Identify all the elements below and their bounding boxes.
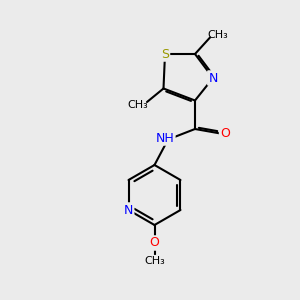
- Text: NH: NH: [156, 131, 174, 145]
- Text: CH₃: CH₃: [207, 29, 228, 40]
- Text: N: N: [208, 71, 218, 85]
- Text: O: O: [220, 127, 230, 140]
- Text: S: S: [161, 47, 169, 61]
- Text: CH₃: CH₃: [144, 256, 165, 266]
- Text: CH₃: CH₃: [128, 100, 148, 110]
- Text: N: N: [124, 203, 133, 217]
- Text: O: O: [150, 236, 159, 250]
